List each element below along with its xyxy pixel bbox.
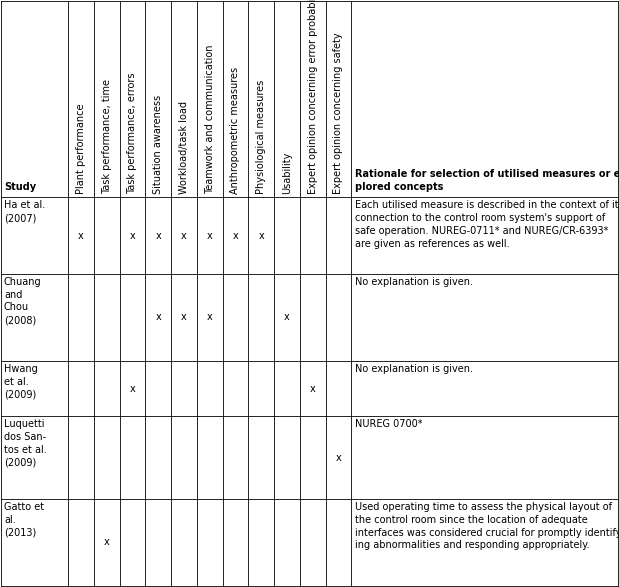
Text: x: x [207,312,212,322]
Text: x: x [310,383,316,393]
Text: Gatto et
al.
(2013): Gatto et al. (2013) [4,502,44,538]
Text: No explanation is given.: No explanation is given. [355,277,474,287]
Text: Study: Study [4,183,36,193]
Text: x: x [104,538,110,548]
Text: x: x [258,231,264,241]
Text: Expert opinion concerning error probability: Expert opinion concerning error probabil… [308,0,318,194]
Text: Teamwork and communication: Teamwork and communication [205,45,215,194]
Text: Physiological measures: Physiological measures [256,80,266,194]
Text: No explanation is given.: No explanation is given. [355,364,474,374]
Text: Luquetti
dos San-
tos et al.
(2009): Luquetti dos San- tos et al. (2009) [4,419,47,467]
Text: x: x [155,231,161,241]
Text: Used operating time to assess the physical layout of
the control room since the : Used operating time to assess the physic… [355,502,619,551]
Text: x: x [233,231,238,241]
Text: x: x [129,383,136,393]
Text: Usability: Usability [282,152,292,194]
Text: Rationale for selection of utilised measures or ex-
plored concepts: Rationale for selection of utilised meas… [355,169,619,193]
Text: Task performance, time: Task performance, time [102,79,111,194]
Text: x: x [335,453,341,463]
Text: x: x [181,231,187,241]
Text: Plant performance: Plant performance [76,104,86,194]
Text: Expert opinion concerning safety: Expert opinion concerning safety [334,33,344,194]
Text: x: x [284,312,290,322]
Text: Chuang
and
Chou
(2008): Chuang and Chou (2008) [4,277,41,325]
Text: Ha et al.
(2007): Ha et al. (2007) [4,200,45,223]
Text: Workload/task load: Workload/task load [179,102,189,194]
Text: x: x [155,312,161,322]
Text: x: x [129,231,136,241]
Text: x: x [181,312,187,322]
Text: Hwang
et al.
(2009): Hwang et al. (2009) [4,364,38,400]
Text: NUREG 0700*: NUREG 0700* [355,419,423,429]
Text: x: x [78,231,84,241]
Text: Task performance, errors: Task performance, errors [128,73,137,194]
Text: x: x [207,231,212,241]
Text: Each utilised measure is described in the context of its
connection to the contr: Each utilised measure is described in th… [355,200,619,249]
Text: Situation awareness: Situation awareness [153,95,163,194]
Text: Anthropometric measures: Anthropometric measures [230,68,240,194]
